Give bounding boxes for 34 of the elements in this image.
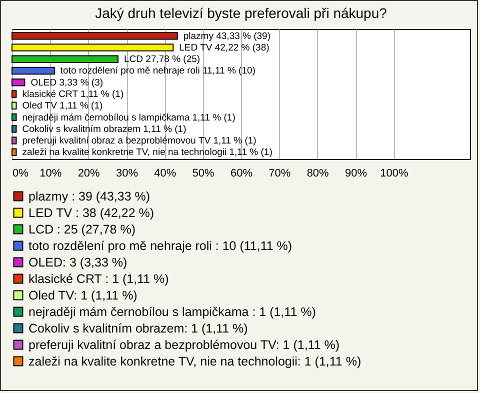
x-tick-label: 80% — [306, 168, 330, 180]
data-label: nejraději mám černobílou s lampičkama 1,11 % (1) — [22, 112, 236, 124]
legend-label: OLED: 3 (3,33 %) — [28, 255, 128, 270]
legend-label: plazmy : 39 (43,33 %) — [28, 189, 150, 204]
x-tick-label: 30% — [116, 168, 138, 180]
legend-label: LCD : 25 (27,78 %) — [28, 222, 136, 236]
data-label: preferuji kvalitní obraz a bezproblémovou TV 1,11 % (1) — [22, 136, 256, 147]
legend-label: preferuji kvalitní obraz a bezproblémovou TV: 1 (1,11 %) — [28, 338, 340, 352]
legend-label: Oled TV: 1 (1,11 %) — [28, 288, 138, 302]
legend-label: zaleži na kvalite konkretne TV, nie na technologii: 1 (1,11 %) — [28, 354, 362, 368]
legend-label: klasické CRT : 1 (1,11 %) — [28, 272, 169, 286]
x-tick-label: 70% — [268, 168, 291, 180]
x-tick-label: 0% — [12, 168, 29, 180]
data-label: plazmy 43,33 % (39) — [183, 30, 270, 42]
data-label: zaleži na kvalite konkretne TV, nie na technologii 1,11 % (1) — [22, 147, 272, 158]
legend-label: nejraději mám černobílou s lampičkama : 1 (1,11 %) — [28, 304, 316, 319]
x-tick-label: 100% — [380, 168, 408, 180]
data-label: OLED 3,33 % (3) — [30, 77, 104, 88]
legend-label: toto rozdělení pro mě nehraje roli : 10 (11,11 %) — [28, 238, 292, 253]
data-label: klasické CRT 1,11 % (1) — [22, 89, 124, 100]
data-label: LCD 27,78 % (25) — [124, 54, 200, 66]
x-tick-label: 10% — [40, 168, 62, 180]
data-label: Oled TV 1,11 % (1) — [22, 100, 103, 112]
data-label: LED TV 42,22 % (38) — [179, 42, 270, 54]
x-tick-label: 20% — [78, 168, 100, 180]
x-tick-label: 50% — [192, 168, 215, 180]
legend-label: LED TV : 38 (42,22 %) — [28, 206, 154, 220]
legend-label: Cokoliv s kvalitním obrazem: 1 (1,11 %) — [28, 321, 248, 336]
x-tick-label: 60% — [230, 168, 253, 180]
x-tick-label: 90% — [344, 168, 368, 180]
data-label: toto rozdělení pro mě nehraje roli 11,11 % (10) — [60, 66, 256, 77]
data-label: Cokoliv s kvalitním obrazem 1,11 % (1) — [22, 124, 186, 135]
x-tick-label: 40% — [154, 168, 176, 180]
chart-title: Jaký druh televizí byste preferovali při nákupu? — [95, 5, 388, 21]
